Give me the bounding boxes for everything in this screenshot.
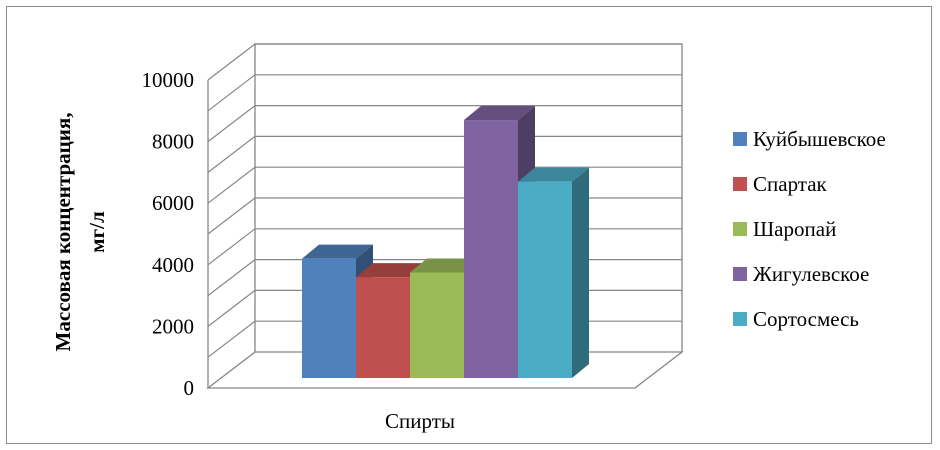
- bar-front-face: [464, 120, 518, 378]
- legend-swatch: [733, 132, 747, 146]
- gridline: [207, 104, 682, 143]
- legend-label: Шаропай: [753, 217, 836, 241]
- bar-side-face: [572, 167, 589, 378]
- gridline: [207, 135, 682, 173]
- y-tick-label: 2000: [152, 314, 194, 338]
- legend-label: Куйбышевское: [753, 127, 886, 151]
- bar-top-face: [356, 263, 427, 278]
- x-category-label: Спирты: [385, 409, 455, 433]
- chart-bars: [302, 106, 589, 378]
- legend-label: Сортосмесь: [753, 307, 859, 331]
- legend-label: Спартак: [753, 172, 828, 196]
- bar-front-face: [410, 272, 464, 378]
- legend-item: Куйбышевское: [733, 127, 886, 151]
- y-tick-label: 0: [184, 376, 195, 400]
- gridline: [207, 43, 682, 81]
- bar-front-face: [302, 258, 356, 378]
- y-tick-label: 8000: [152, 130, 194, 154]
- bar-front-face: [518, 181, 572, 378]
- y-tick-label: 6000: [152, 191, 194, 215]
- bar-3: [410, 258, 481, 378]
- legend-swatch: [733, 267, 747, 281]
- y-tick-label: 10000: [142, 68, 195, 92]
- bar-5: [518, 167, 589, 378]
- y-axis-title-line: мг/л: [85, 211, 109, 253]
- legend-swatch: [733, 222, 747, 236]
- bar-top-face: [302, 244, 373, 259]
- bar-top-face: [410, 258, 481, 273]
- legend-item: Спартак: [733, 172, 828, 196]
- legend-label: Жигулевское: [753, 262, 869, 286]
- legend-swatch: [733, 177, 747, 191]
- legend-item: Шаропай: [733, 217, 836, 241]
- chart-legend: Куйбышевское Спартак Шаропай Жигулевское Сор…: [733, 127, 886, 331]
- chart-frame: [6, 6, 932, 444]
- y-axis-ticks: 0 2000 4000 6000 8000 10000: [142, 68, 195, 400]
- y-axis-title-line: Массовая концентрация,: [51, 113, 75, 352]
- bar-front-face: [356, 277, 410, 378]
- y-axis-title: Массовая концентрация, мг/л: [51, 113, 109, 352]
- bar-top-face: [518, 167, 589, 182]
- gridline: [207, 74, 682, 112]
- legend-swatch: [733, 312, 747, 326]
- legend-item: Сортосмесь: [733, 307, 859, 331]
- bar-top-face: [464, 106, 535, 121]
- legend-item: Жигулевское: [733, 262, 869, 286]
- gridline: [207, 166, 682, 204]
- x-axis-labels: Спирты: [385, 409, 455, 433]
- y-tick-label: 4000: [152, 253, 194, 277]
